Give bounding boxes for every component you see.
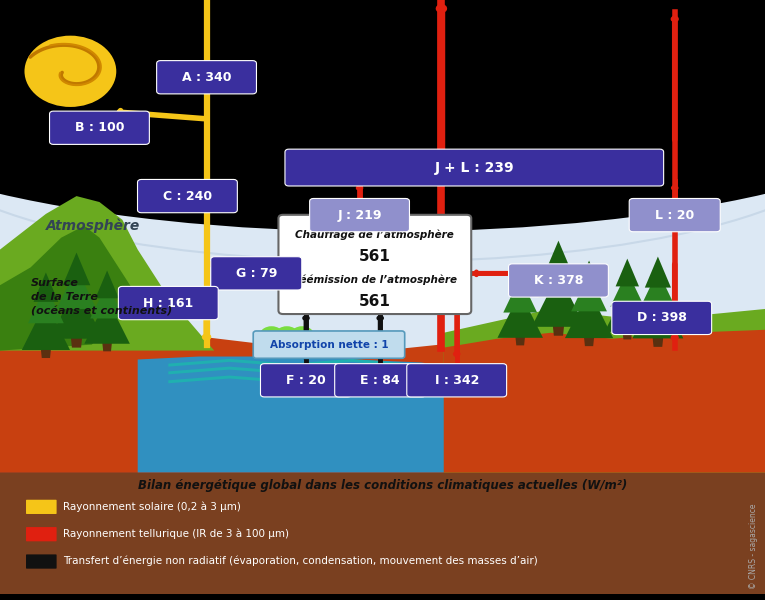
Text: J + L : 239: J + L : 239 [435, 161, 514, 175]
FancyBboxPatch shape [0, 0, 765, 472]
Polygon shape [616, 259, 639, 286]
Polygon shape [645, 257, 671, 287]
FancyBboxPatch shape [0, 113, 765, 166]
Text: B : 100: B : 100 [75, 121, 124, 134]
FancyBboxPatch shape [260, 364, 352, 397]
FancyBboxPatch shape [50, 111, 149, 145]
Polygon shape [610, 271, 644, 307]
Polygon shape [545, 241, 572, 274]
Text: 561: 561 [359, 294, 391, 309]
FancyBboxPatch shape [119, 286, 218, 320]
Circle shape [290, 326, 314, 345]
Ellipse shape [0, 23, 765, 260]
FancyBboxPatch shape [334, 364, 425, 397]
Ellipse shape [0, 0, 765, 232]
Text: G : 79: G : 79 [236, 267, 277, 280]
Text: C : 240: C : 240 [163, 190, 212, 203]
Circle shape [288, 328, 316, 349]
Text: K : 378: K : 378 [534, 274, 583, 287]
Polygon shape [90, 283, 124, 319]
Polygon shape [503, 277, 537, 313]
Circle shape [258, 328, 285, 349]
Polygon shape [639, 271, 677, 310]
FancyBboxPatch shape [0, 472, 765, 594]
Polygon shape [444, 309, 765, 472]
FancyBboxPatch shape [278, 215, 471, 314]
Circle shape [273, 328, 301, 349]
Polygon shape [21, 302, 70, 350]
Text: D : 398: D : 398 [636, 311, 687, 325]
Polygon shape [622, 327, 633, 340]
Text: H : 161: H : 161 [143, 296, 194, 310]
Polygon shape [50, 285, 103, 338]
Polygon shape [28, 286, 63, 323]
FancyBboxPatch shape [253, 331, 405, 358]
Text: Absorption nette : 1: Absorption nette : 1 [269, 340, 389, 350]
Ellipse shape [0, 21, 765, 262]
Polygon shape [70, 333, 83, 347]
Circle shape [275, 326, 299, 345]
Text: © CNRS - sagascience: © CNRS - sagascience [749, 504, 758, 589]
Text: Atmosphère: Atmosphère [46, 218, 140, 233]
Text: I : 342: I : 342 [435, 374, 479, 387]
Polygon shape [539, 256, 578, 297]
Text: F : 20: F : 20 [286, 374, 326, 387]
Polygon shape [652, 333, 664, 347]
Circle shape [24, 35, 116, 107]
Polygon shape [0, 226, 138, 472]
Polygon shape [168, 367, 413, 374]
Polygon shape [84, 298, 130, 344]
Text: E : 84: E : 84 [360, 374, 400, 387]
Text: Réémission de l’atmosphère: Réémission de l’atmosphère [292, 274, 457, 284]
Text: L : 20: L : 20 [655, 209, 695, 221]
Polygon shape [57, 268, 96, 309]
Polygon shape [63, 253, 90, 285]
Text: Transfert d’énergie non radiatif (évaporation, condensation, mouvement des masse: Transfert d’énergie non radiatif (évapor… [63, 556, 538, 566]
FancyBboxPatch shape [138, 179, 237, 213]
FancyBboxPatch shape [0, 472, 765, 594]
Polygon shape [633, 287, 683, 338]
Polygon shape [565, 290, 614, 338]
Polygon shape [584, 333, 594, 346]
FancyBboxPatch shape [0, 0, 765, 119]
FancyBboxPatch shape [629, 199, 721, 232]
FancyBboxPatch shape [26, 500, 57, 514]
Text: Surface
de la Terre
(océans et continents): Surface de la Terre (océans et continent… [31, 278, 172, 316]
Text: Rayonnement tellurique (IR de 3 à 100 µm): Rayonnement tellurique (IR de 3 à 100 µm… [63, 529, 288, 539]
FancyBboxPatch shape [612, 301, 711, 335]
FancyBboxPatch shape [407, 364, 506, 397]
FancyBboxPatch shape [211, 257, 301, 290]
FancyBboxPatch shape [509, 264, 608, 297]
Polygon shape [497, 292, 543, 338]
Polygon shape [96, 271, 119, 298]
Circle shape [259, 326, 284, 345]
Polygon shape [0, 315, 765, 472]
Text: J : 219: J : 219 [337, 209, 382, 221]
Text: 561: 561 [359, 249, 391, 264]
Polygon shape [0, 196, 214, 472]
Polygon shape [604, 286, 650, 332]
FancyBboxPatch shape [285, 149, 663, 186]
Polygon shape [168, 359, 413, 367]
Polygon shape [168, 376, 413, 383]
FancyBboxPatch shape [26, 527, 57, 541]
Polygon shape [509, 265, 532, 292]
Polygon shape [34, 272, 58, 302]
Polygon shape [138, 356, 444, 472]
Polygon shape [102, 338, 112, 352]
FancyBboxPatch shape [26, 554, 57, 569]
Polygon shape [571, 274, 607, 311]
Polygon shape [444, 330, 765, 472]
Text: A : 340: A : 340 [182, 71, 231, 84]
Text: Rayonnement solaire (0,2 à 3 µm): Rayonnement solaire (0,2 à 3 µm) [63, 501, 241, 512]
Polygon shape [577, 260, 601, 290]
FancyBboxPatch shape [157, 61, 256, 94]
Polygon shape [41, 344, 51, 358]
Polygon shape [515, 333, 526, 346]
FancyBboxPatch shape [310, 199, 409, 232]
Polygon shape [532, 274, 585, 327]
Text: Chauffage de l’atmosphère: Chauffage de l’atmosphère [295, 229, 454, 240]
Text: Bilan énergétique global dans les conditions climatiques actuelles (W/m²): Bilan énergétique global dans les condit… [138, 479, 627, 492]
Polygon shape [552, 321, 565, 336]
